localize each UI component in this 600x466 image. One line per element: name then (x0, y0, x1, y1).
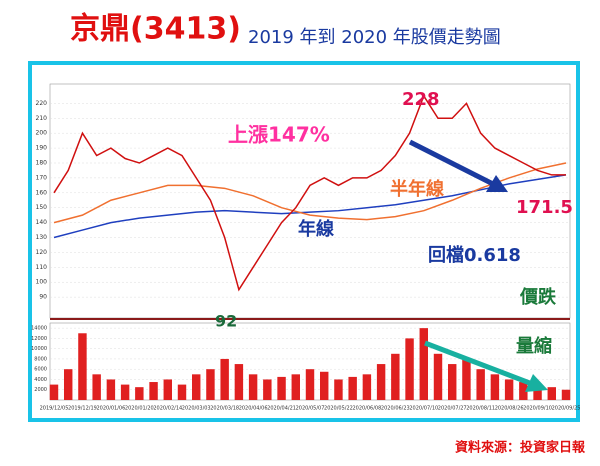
x-tick-label: 2020/06/08 (352, 406, 381, 412)
y-tick-label: 210 (36, 115, 48, 122)
chart-frame (28, 61, 580, 422)
x-tick-label: 2020/03/18 (210, 406, 239, 412)
volume-bar (192, 374, 201, 400)
y-tick-label: 110 (36, 264, 48, 271)
volume-bar (220, 358, 229, 400)
x-tick-label: 2020/09/10 (523, 406, 552, 412)
y-tick-label: 150 (36, 204, 48, 211)
volume-bar (362, 374, 372, 400)
volume-bar (206, 369, 215, 400)
volume-bar (92, 374, 101, 400)
line (53, 162, 567, 224)
x-tick-label: 2020/05/22 (324, 406, 353, 412)
volume-bar (263, 379, 272, 400)
y-tick-label: 140 (36, 219, 48, 226)
arrow (408, 139, 548, 392)
y-tick-label: 180 (36, 159, 48, 166)
v-tick-label: 8000 (34, 356, 47, 362)
v-tick-label: 14000 (31, 326, 47, 332)
x-tick-label: 2019/12/05 (40, 406, 69, 412)
annotation: 價跌 (519, 286, 557, 308)
y-tick-label: 160 (36, 189, 48, 196)
volume-bar (533, 384, 542, 400)
x-tick-label: 2020/03/03 (182, 406, 211, 412)
annotation: 92 (215, 312, 237, 331)
volume-bar (448, 364, 457, 400)
x-tick-label: 2020/08/11 (466, 406, 495, 412)
x-tick-label: 2020/07/27 (438, 406, 467, 412)
volume-bar (106, 379, 116, 400)
y-tick-label: 200 (36, 130, 48, 137)
line (53, 94, 566, 292)
volume-bar (376, 364, 386, 400)
volume-bar (419, 328, 428, 400)
v-tick-label: 4000 (34, 377, 47, 383)
annotation: 量縮 (516, 335, 552, 357)
x-tick-label: 2020/08/26 (495, 406, 524, 412)
x-tick-label: 2019/12/19 (68, 406, 97, 412)
volume-bar (476, 369, 485, 400)
y-tick-label: 120 (36, 249, 48, 256)
price-panel (49, 83, 571, 319)
volume-bar (405, 338, 414, 400)
y-tick-label: 170 (36, 174, 48, 181)
volume-bar (490, 374, 500, 400)
volume-bar (561, 389, 571, 400)
volume-bar (277, 376, 286, 400)
volume-bar (519, 382, 528, 400)
volume-bar (64, 369, 73, 400)
x-tick-label: 2020/06/23 (381, 406, 410, 412)
volume-bar (462, 358, 471, 400)
annotation: 回檔0.618 (428, 244, 521, 266)
annotation: 171.5 (516, 197, 573, 218)
x-tick-label: 2020/02/14 (153, 406, 182, 412)
x-tick-label: 2020/07/10 (409, 406, 438, 412)
y-tick-label: 220 (36, 100, 48, 107)
v-tick-label: 6000 (34, 367, 47, 373)
x-tick-label: 2020/01/20 (125, 406, 154, 412)
v-tick-label: 2000 (34, 387, 47, 393)
x-tick-label: 2020/04/06 (239, 406, 268, 412)
volume-bar (120, 384, 130, 400)
volume-bar (504, 379, 514, 400)
volume-bar (163, 379, 172, 400)
y-tick-label: 100 (36, 279, 48, 286)
y-tick-label: 190 (36, 145, 48, 152)
chart-title: 京鼎(3413) (70, 12, 241, 47)
volume-bar (334, 379, 343, 400)
annotation: 228 (402, 89, 440, 110)
volume-bar (433, 353, 443, 400)
y-tick-label: 90 (39, 294, 47, 301)
annotation: 上漲147% (228, 123, 330, 147)
volume-bar (135, 387, 144, 400)
volume-bar (248, 374, 258, 400)
volume-bar (547, 387, 556, 400)
volume-bar (177, 384, 187, 400)
volume-bar (305, 369, 315, 400)
x-tick-label: 2020/09/25 (552, 406, 581, 412)
v-tick-label: 12000 (31, 336, 47, 342)
series-label: 年線 (298, 218, 334, 240)
volume-bar (149, 382, 158, 400)
chart-subtitle: 2019 年到 2020 年股價走勢圖 (248, 27, 501, 48)
source: 資料來源：投資家日報 (455, 440, 586, 456)
volume-bar (348, 376, 357, 400)
volume-bar (49, 384, 59, 400)
y-tick-label: 130 (36, 234, 48, 241)
volume-bar (234, 364, 244, 400)
volume-bar (291, 374, 300, 400)
series-label: 半年線 (390, 178, 444, 200)
v-tick-label: 10000 (31, 346, 47, 352)
volume-bar (78, 333, 87, 400)
line (53, 174, 567, 239)
x-tick-label: 2020/05/07 (296, 406, 325, 412)
x-tick-label: 2020/01/06 (96, 406, 125, 412)
x-tick-label: 2020/04/21 (267, 406, 296, 412)
volume-bar (391, 353, 400, 400)
volume-bar (320, 371, 329, 400)
